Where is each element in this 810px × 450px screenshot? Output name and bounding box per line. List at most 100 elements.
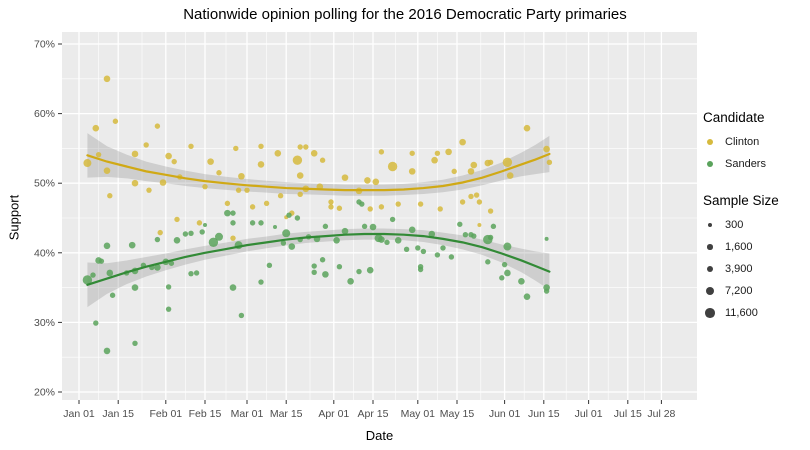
candidate-label: Sanders xyxy=(725,158,766,170)
data-point-clinton xyxy=(188,143,194,150)
data-point-sanders xyxy=(128,241,136,249)
data-point-sanders xyxy=(369,223,377,231)
data-point-sanders xyxy=(341,227,349,235)
data-point-clinton xyxy=(395,201,401,207)
size-dot xyxy=(703,306,717,320)
data-point-sanders xyxy=(503,242,512,251)
data-point-sanders xyxy=(215,232,223,241)
data-point-sanders xyxy=(165,306,172,312)
data-point-sanders xyxy=(428,230,436,238)
data-point-sanders xyxy=(230,220,236,226)
data-point-sanders xyxy=(462,232,469,238)
size-dot xyxy=(703,262,717,276)
data-point-sanders xyxy=(103,242,111,250)
data-point-clinton xyxy=(296,172,304,179)
data-point-sanders xyxy=(224,209,231,217)
data-point-sanders xyxy=(322,223,329,230)
data-point-clinton xyxy=(378,204,385,210)
data-point-clinton xyxy=(83,159,92,168)
data-point-clinton xyxy=(174,216,180,223)
data-point-sanders xyxy=(408,226,416,234)
data-point-sanders xyxy=(280,240,287,246)
data-point-clinton xyxy=(341,174,349,181)
size-label: 3,900 xyxy=(725,263,753,275)
x-tick-label: Jul 28 xyxy=(647,408,675,420)
data-point-clinton xyxy=(477,222,482,227)
data-point-clinton xyxy=(230,235,236,241)
x-tick-label: Apr 15 xyxy=(358,408,389,420)
data-point-clinton xyxy=(257,161,265,168)
plot-panel xyxy=(62,32,697,400)
data-point-clinton xyxy=(408,168,416,175)
data-point-sanders xyxy=(132,340,138,346)
data-point-clinton xyxy=(263,200,270,207)
data-point-sanders xyxy=(131,284,139,291)
data-point-sanders xyxy=(106,269,114,277)
data-point-clinton xyxy=(233,145,239,152)
legend-size-title: Sample Size xyxy=(703,193,779,208)
data-point-sanders xyxy=(109,292,116,298)
data-point-clinton xyxy=(546,159,553,166)
x-tick-label: Jul 01 xyxy=(575,408,603,420)
data-point-sanders xyxy=(82,275,93,285)
data-point-sanders xyxy=(208,237,219,248)
data-point-sanders xyxy=(403,246,410,253)
data-point-sanders xyxy=(347,278,354,285)
data-point-sanders xyxy=(490,223,497,230)
data-point-clinton xyxy=(297,144,303,150)
data-point-sanders xyxy=(229,284,237,291)
data-point-clinton xyxy=(258,143,264,150)
data-point-sanders xyxy=(518,278,525,285)
data-point-sanders xyxy=(336,264,343,270)
data-point-clinton xyxy=(112,118,119,124)
x-tick-label: Jul 15 xyxy=(614,408,642,420)
data-point-clinton xyxy=(378,149,385,155)
data-point-clinton xyxy=(103,75,111,83)
data-point-clinton xyxy=(146,187,152,193)
data-point-clinton xyxy=(224,200,231,207)
data-point-sanders xyxy=(394,236,402,244)
data-point-clinton xyxy=(95,151,102,158)
data-point-clinton xyxy=(431,156,438,164)
data-point-clinton xyxy=(292,155,303,165)
legend-item-sanders: Sanders xyxy=(703,153,807,175)
data-point-clinton xyxy=(238,172,245,180)
data-point-sanders xyxy=(333,236,340,244)
data-point-clinton xyxy=(310,149,318,157)
y-tick-label: 70% xyxy=(34,39,55,51)
data-point-sanders xyxy=(273,225,277,230)
data-point-sanders xyxy=(359,201,365,207)
y-axis-title: Support xyxy=(6,194,22,241)
data-point-clinton xyxy=(451,168,457,175)
data-point-sanders xyxy=(93,320,99,326)
size-label: 300 xyxy=(725,219,744,231)
data-point-clinton xyxy=(274,149,282,157)
legend-candidate-items: Clinton Sanders xyxy=(703,131,807,175)
data-point-clinton xyxy=(235,187,242,193)
data-point-clinton xyxy=(487,208,494,214)
legend-size-item: 300 xyxy=(703,214,807,236)
data-point-clinton xyxy=(303,144,309,150)
data-point-clinton xyxy=(131,179,139,187)
data-point-sanders xyxy=(282,229,291,238)
data-point-clinton xyxy=(487,159,494,166)
data-point-sanders xyxy=(457,221,463,227)
data-point-sanders xyxy=(154,236,161,243)
x-tick-label: Jun 01 xyxy=(489,408,521,420)
data-point-clinton xyxy=(131,150,139,158)
trend-line-clinton xyxy=(86,152,551,192)
data-point-sanders xyxy=(249,220,256,226)
data-point-clinton xyxy=(409,150,415,156)
legend-item-clinton: Clinton xyxy=(703,131,807,153)
x-tick-label: Mar 15 xyxy=(270,408,303,420)
trend-line-sanders xyxy=(86,232,551,286)
data-point-sanders xyxy=(258,279,264,285)
data-point-clinton xyxy=(476,199,483,205)
data-point-clinton xyxy=(244,187,250,193)
confidence-band-sanders xyxy=(87,228,550,308)
data-point-sanders xyxy=(487,234,494,241)
x-tick-label: Feb 01 xyxy=(149,408,182,420)
data-point-sanders xyxy=(165,284,172,290)
data-point-clinton xyxy=(319,157,326,163)
